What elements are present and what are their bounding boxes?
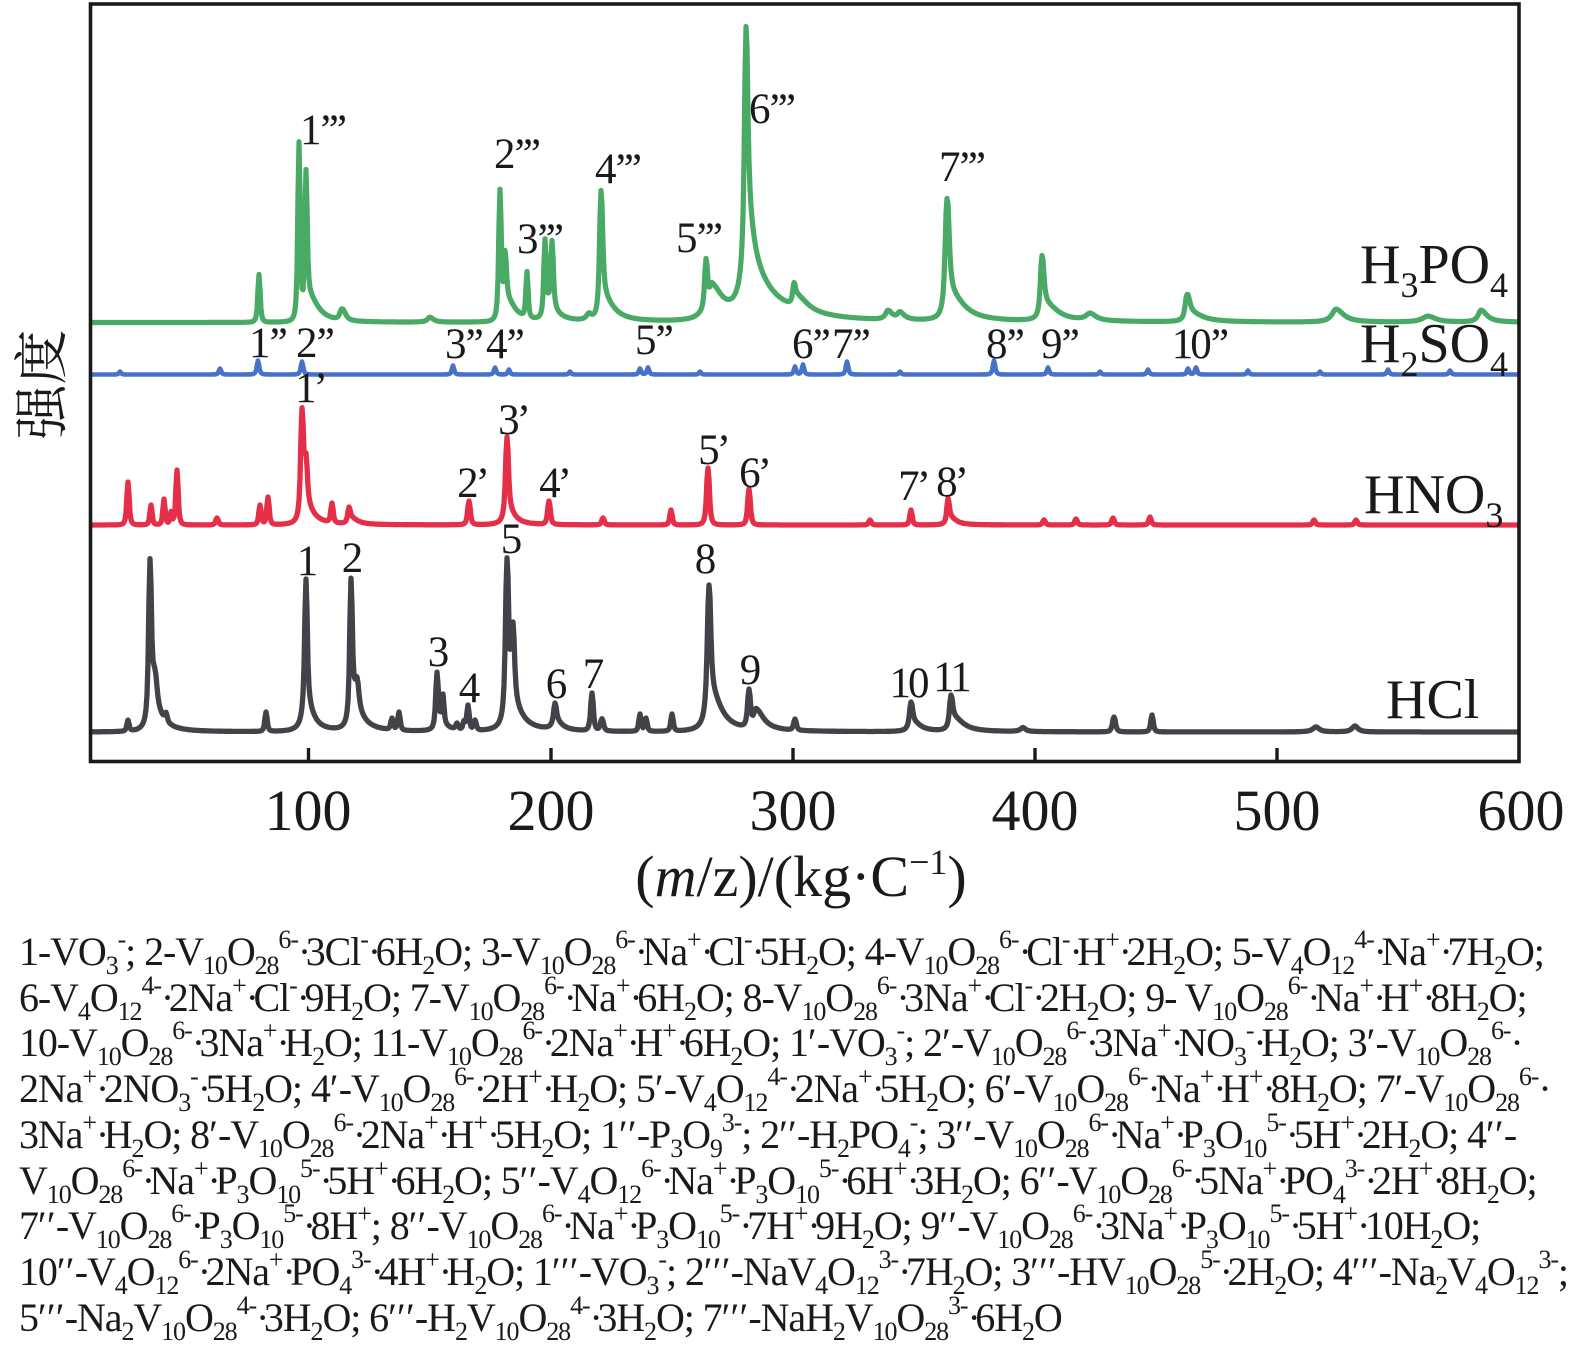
- svg-text:5’: 5’: [698, 427, 728, 474]
- svg-text:1’’: 1’’: [249, 320, 287, 367]
- svg-text:1’: 1’: [295, 365, 325, 412]
- svg-text:6’: 6’: [739, 450, 769, 497]
- svg-text:8’: 8’: [936, 459, 966, 506]
- svg-text:5’’: 5’’: [635, 317, 673, 364]
- svg-text:3’: 3’: [498, 397, 528, 444]
- svg-text:2’’: 2’’: [296, 320, 334, 367]
- svg-text:3’’’: 3’’’: [517, 216, 563, 263]
- svg-text:4’’’: 4’’’: [595, 146, 641, 193]
- svg-text:11: 11: [933, 654, 969, 701]
- svg-text:6’’: 6’’: [792, 321, 830, 368]
- svg-text:10’’: 10’’: [1172, 321, 1228, 368]
- svg-text:6: 6: [546, 661, 567, 708]
- svg-text:1’’’: 1’’’: [300, 107, 346, 154]
- svg-text:2’: 2’: [457, 460, 487, 507]
- svg-text:5’’’: 5’’’: [676, 215, 722, 262]
- svg-text:7: 7: [583, 651, 604, 698]
- svg-text:5: 5: [501, 516, 521, 563]
- svg-text:7’’’: 7’’’: [939, 144, 985, 191]
- svg-text:9’’: 9’’: [1041, 321, 1079, 368]
- svg-text:1: 1: [297, 538, 316, 585]
- svg-text:3’’: 3’’: [445, 321, 483, 368]
- svg-text:4’: 4’: [539, 460, 569, 507]
- svg-text:4: 4: [459, 665, 480, 712]
- svg-text:2’’’: 2’’’: [494, 131, 540, 178]
- svg-text:7’: 7’: [898, 463, 928, 510]
- svg-text:7’’: 7’’: [832, 321, 870, 368]
- svg-text:2: 2: [342, 535, 362, 582]
- svg-text:8: 8: [695, 536, 715, 583]
- svg-text:8’’: 8’’: [986, 321, 1024, 368]
- svg-text:3: 3: [428, 629, 448, 676]
- svg-text:9: 9: [740, 647, 760, 694]
- svg-text:10: 10: [890, 660, 929, 707]
- svg-text:4’’: 4’’: [486, 321, 524, 368]
- svg-text:6’’’: 6’’’: [749, 86, 795, 133]
